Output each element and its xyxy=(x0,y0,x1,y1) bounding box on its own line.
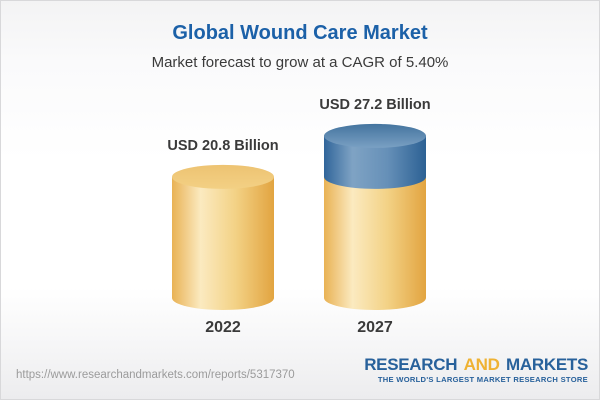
logo-word-research: RESEARCH xyxy=(364,355,458,374)
page-title: Global Wound Care Market xyxy=(172,22,428,44)
cylinder-2027 xyxy=(324,123,426,310)
cylinder-top-gold xyxy=(172,164,274,189)
cylinder-segment-gold xyxy=(172,176,274,310)
research-and-markets-logo: RESEARCH AND MARKETS THE WORLD'S LARGEST… xyxy=(364,356,588,384)
value-label-2027: USD 27.2 Billion xyxy=(319,96,431,113)
cylinder-segment-gold xyxy=(324,176,426,310)
value-label-2022: USD 20.8 Billion xyxy=(167,137,279,154)
cylinder-2022 xyxy=(172,164,274,310)
logo-word-markets: MARKETS xyxy=(506,355,588,374)
cylinder-top-blue xyxy=(324,123,426,148)
cylinder-segment-blue xyxy=(324,135,426,189)
logo-wordmark: RESEARCH AND MARKETS xyxy=(364,356,588,374)
page-subtitle: Market forecast to grow at a CAGR of 5.4… xyxy=(151,54,449,71)
category-label-2022: 2022 xyxy=(205,319,241,336)
category-label-2027: 2027 xyxy=(357,319,393,336)
logo-word-and: AND xyxy=(463,355,500,374)
logo-tagline: THE WORLD'S LARGEST MARKET RESEARCH STOR… xyxy=(377,374,588,384)
report-url: https://www.researchandmarkets.com/repor… xyxy=(16,369,295,381)
